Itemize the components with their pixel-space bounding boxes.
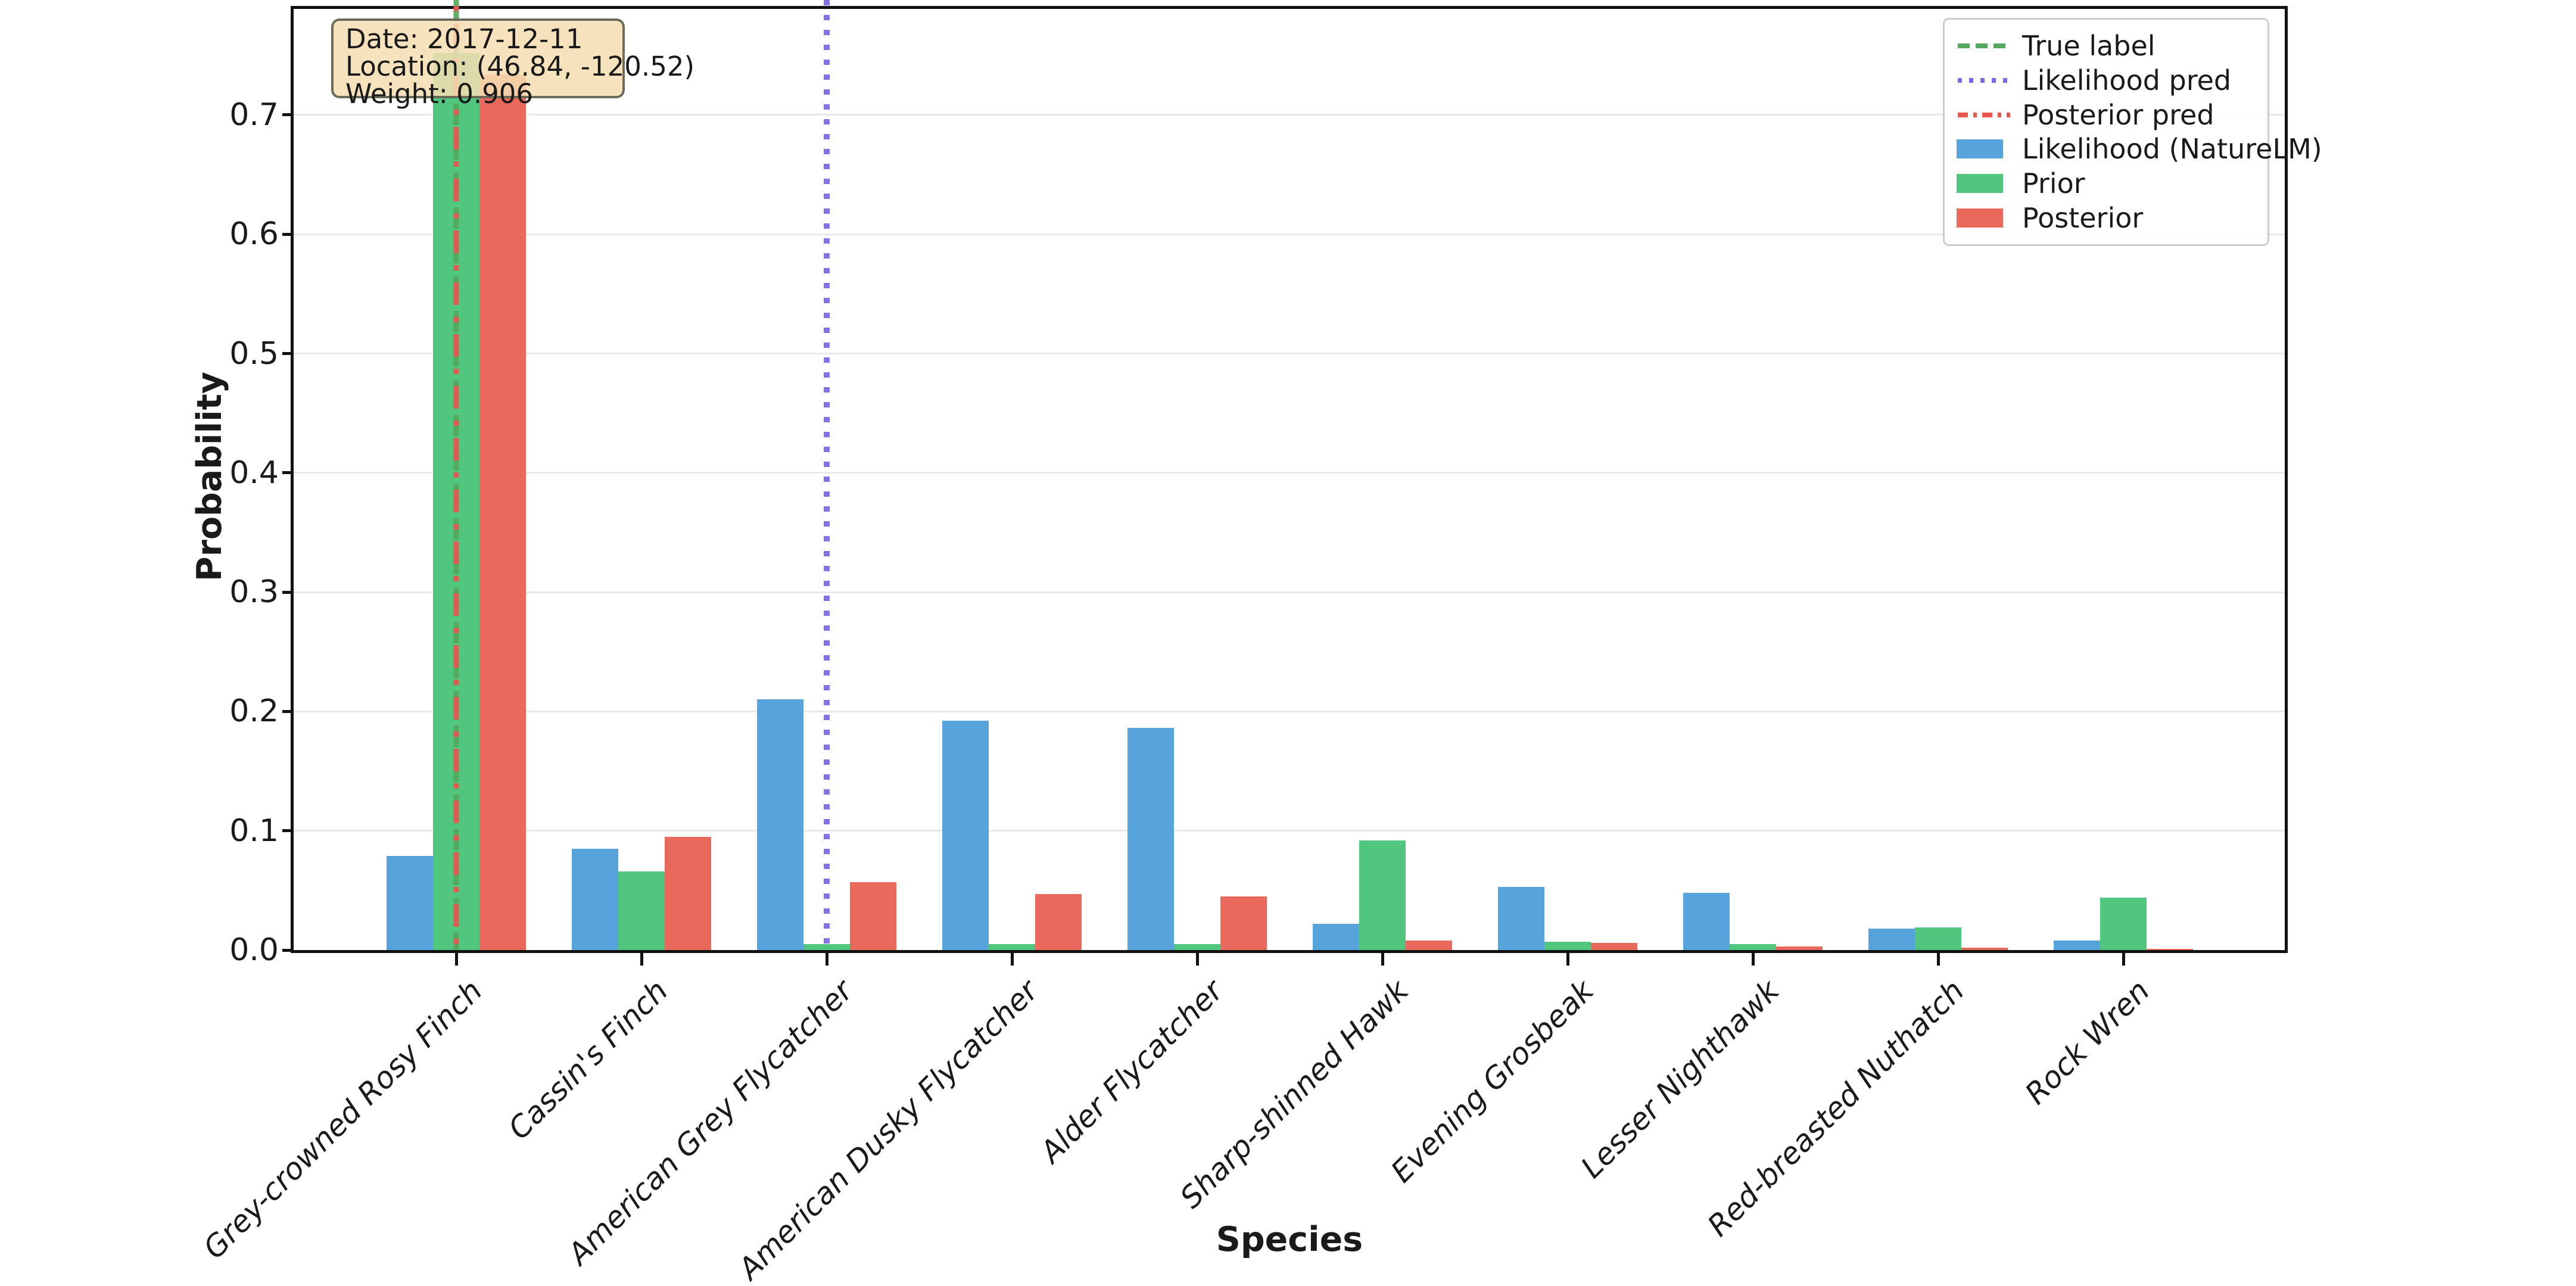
legend-label: Posterior pred <box>2022 98 2214 131</box>
y-tick-mark <box>282 232 294 236</box>
legend-color-patch <box>1957 174 2003 194</box>
bar-likelihood-naturelm- <box>757 699 803 950</box>
bar-posterior <box>479 74 526 950</box>
x-tick-mark <box>1196 951 1199 966</box>
y-gridline <box>294 830 2285 832</box>
annotation-date: Date: 2017-12-11 <box>345 23 583 55</box>
y-tick-mark <box>282 709 294 713</box>
legend-entry: Posterior pred <box>1957 98 2256 132</box>
legend-entry: Posterior <box>1957 201 2256 235</box>
y-gridline <box>294 353 2285 354</box>
y-gridline <box>294 591 2285 593</box>
y-tick-mark <box>282 471 294 475</box>
bar-prior <box>1730 944 1776 950</box>
y-tick-label: 0.6 <box>229 216 279 253</box>
y-tick-label: 0.1 <box>229 812 279 849</box>
bar-prior <box>803 944 850 950</box>
bar-likelihood-naturelm- <box>1868 929 1915 950</box>
bar-likelihood-naturelm- <box>1127 728 1174 950</box>
dashdot-line-icon <box>1957 111 2011 119</box>
y-tick-mark <box>282 113 294 117</box>
bar-posterior <box>1406 941 1452 950</box>
bar-posterior <box>665 837 711 950</box>
left-spine <box>291 6 294 953</box>
legend-entry: Likelihood (NatureLM) <box>1957 132 2322 166</box>
x-tick-mark <box>1011 951 1014 966</box>
y-tick-label: 0.5 <box>229 335 279 372</box>
annotation-weight: Weight: 0.906 <box>345 78 534 110</box>
bar-prior <box>1544 942 1591 950</box>
legend-label: Likelihood (NatureLM) <box>2022 133 2322 166</box>
y-tick-mark <box>282 352 294 355</box>
annotation-location: Location: (46.84, -120.52) <box>345 51 695 82</box>
x-tick-mark <box>1381 951 1384 966</box>
x-tick-mark <box>640 951 643 966</box>
x-axis-title: Species <box>1216 1220 1363 1259</box>
legend-entry: Prior <box>1957 167 2256 200</box>
bar-posterior <box>850 882 896 950</box>
top-spine <box>291 6 2288 9</box>
bar-posterior <box>1961 948 2008 950</box>
legend-color-patch <box>1957 139 2003 159</box>
bar-likelihood-naturelm- <box>1683 893 1730 950</box>
bar-likelihood-naturelm- <box>572 849 618 950</box>
dashed-line-icon <box>1957 42 2011 49</box>
annotation-box: Date: 2017-12-11 Location: (46.84, -120.… <box>331 18 695 108</box>
x-tick-mark <box>2122 951 2125 966</box>
legend-entry: Likelihood pred <box>1957 64 2256 97</box>
y-tick-label: 0.3 <box>229 574 279 611</box>
bar-likelihood-naturelm- <box>942 721 989 950</box>
y-gridline <box>294 472 2285 474</box>
legend-label: Likelihood pred <box>2022 64 2232 96</box>
x-tick-mark <box>826 951 828 966</box>
bar-prior <box>1915 927 1961 950</box>
patch-icon <box>1957 174 2011 194</box>
bar-posterior <box>1591 943 1637 950</box>
y-gridline <box>294 710 2285 712</box>
bottom-spine <box>291 950 2288 953</box>
bar-posterior <box>2147 949 2193 950</box>
bar-likelihood-naturelm- <box>387 856 433 950</box>
bar-prior <box>618 871 665 950</box>
legend-label: Prior <box>2022 167 2085 200</box>
x-tick-mark <box>1937 951 1940 966</box>
y-gridline <box>294 233 2285 235</box>
bar-prior <box>989 944 1035 950</box>
x-tick-mark <box>1752 951 1755 966</box>
bar-posterior <box>1220 896 1267 950</box>
y-tick-mark <box>282 948 294 952</box>
patch-icon <box>1957 208 2011 228</box>
y-tick-label: 0.4 <box>229 454 279 491</box>
dotted-line-icon <box>1957 77 2011 84</box>
bar-likelihood-naturelm- <box>1498 887 1544 950</box>
legend-entry: True label <box>1957 29 2256 63</box>
y-tick-label: 0.2 <box>229 693 279 730</box>
y-tick-mark <box>282 590 294 594</box>
legend: True label Likelihood pred Posterior pred L… <box>1943 18 2322 246</box>
x-tick-mark <box>1566 951 1569 966</box>
legend-label: True label <box>2022 30 2156 62</box>
bar-likelihood-naturelm- <box>1313 924 1359 950</box>
x-tick-mark <box>455 951 458 966</box>
legend-label: Posterior <box>2022 201 2144 234</box>
right-spine <box>2285 6 2288 953</box>
bar-prior <box>2100 898 2147 950</box>
bar-prior <box>1359 840 1406 950</box>
bar-posterior <box>1035 894 1082 950</box>
bar-prior <box>1174 944 1220 950</box>
bar-likelihood-naturelm- <box>2054 941 2100 950</box>
patch-icon <box>1957 139 2011 159</box>
y-tick-mark <box>282 829 294 833</box>
legend-color-patch <box>1957 208 2003 228</box>
y-tick-label: 0.0 <box>229 932 279 968</box>
bar-posterior <box>1776 946 1823 950</box>
y-gridline <box>294 114 2285 116</box>
y-tick-label: 0.7 <box>229 96 279 133</box>
